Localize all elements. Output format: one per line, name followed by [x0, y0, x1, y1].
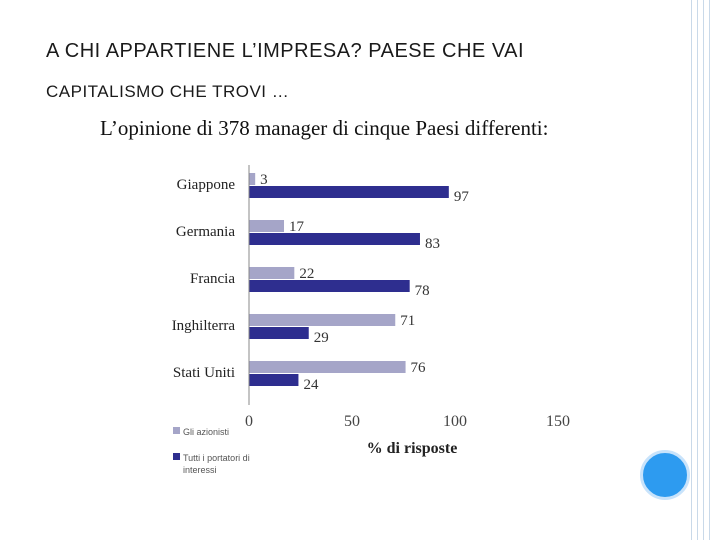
x-tick-label: 50: [344, 413, 360, 430]
bar-value-label: 76: [411, 360, 427, 376]
bar-value-label: 24: [303, 377, 319, 393]
bar: [249, 280, 410, 292]
decorative-circle: [640, 450, 690, 500]
border-line-1: [691, 0, 692, 540]
slide-title-line1: A CHI APPARTIENE L’IMPRESA? PAESE CHE VA…: [46, 40, 525, 62]
bar-chart: Giappone 3 97 Germania 17 83 Francia 22 78 Inghil…: [140, 160, 600, 490]
bar: [249, 173, 256, 185]
bar-value-label: 29: [314, 330, 329, 346]
bar-value-label: 17: [289, 219, 305, 235]
bar-value-label: 97: [454, 189, 470, 205]
bar-value-label: 71: [400, 313, 415, 329]
x-axis-title: % di risposte: [367, 440, 458, 457]
bar: [249, 374, 299, 386]
x-tick-label: 150: [546, 413, 570, 430]
x-tick-label: 100: [443, 413, 467, 430]
bar: [249, 186, 449, 198]
bar: [249, 327, 309, 339]
bar: [249, 220, 285, 232]
chart-svg: Giappone 3 97 Germania 17 83 Francia 22 78 Inghil…: [172, 165, 570, 475]
bar: [249, 267, 295, 279]
bar: [249, 314, 396, 326]
legend-label-line: interessi: [183, 465, 217, 475]
border-line-2: [697, 0, 698, 540]
bar: [249, 361, 406, 373]
border-line-3: [703, 0, 704, 540]
legend-label-line: Tutti i portatori di: [183, 453, 250, 463]
category-label: Stati Uniti: [173, 365, 235, 381]
slide-title-line2: CAPITALISMO CHE TROVI …: [46, 82, 290, 101]
x-tick-label: 0: [245, 413, 253, 430]
border-line-4: [709, 0, 710, 540]
bar-value-label: 22: [299, 266, 314, 282]
bar-value-label: 78: [415, 283, 430, 299]
bar-value-label: 83: [425, 236, 440, 252]
category-label: Germania: [176, 224, 235, 240]
legend-swatch: [173, 453, 180, 460]
slide-subtitle: L’opinione di 378 manager di cinque Paes…: [100, 116, 549, 140]
category-label: Giappone: [177, 177, 236, 193]
category-label: Inghilterra: [172, 318, 236, 334]
legend-swatch: [173, 427, 180, 434]
category-label: Francia: [190, 271, 235, 287]
legend-label: Tutti i portatori di interessi: [183, 453, 250, 475]
bar-value-label: 3: [260, 172, 268, 188]
legend-label: Gli azionisti: [183, 427, 229, 437]
bar: [249, 233, 420, 245]
